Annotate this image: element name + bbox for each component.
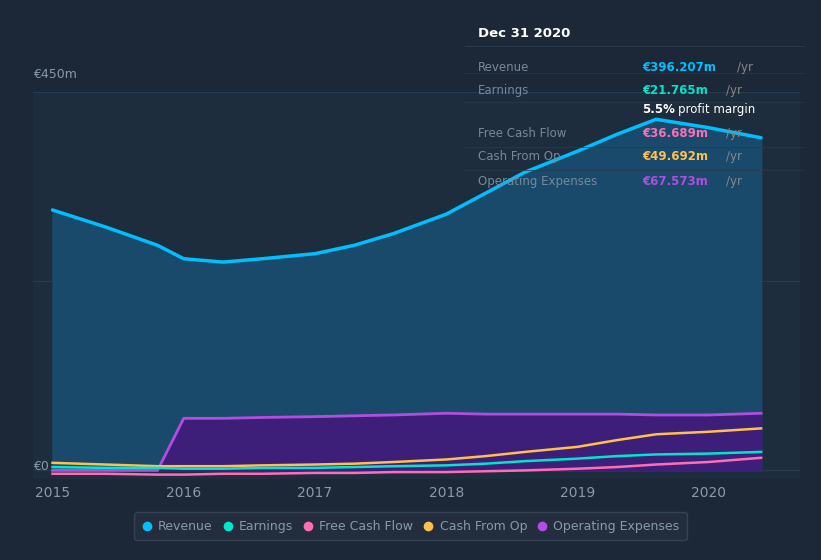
Text: Revenue: Revenue [479, 61, 530, 74]
Text: /yr: /yr [727, 150, 742, 164]
Text: €0: €0 [33, 460, 48, 473]
Text: €21.765m: €21.765m [642, 83, 708, 97]
Text: profit margin: profit margin [677, 102, 754, 116]
Text: /yr: /yr [727, 83, 742, 97]
Text: /yr: /yr [737, 61, 753, 74]
Legend: Revenue, Earnings, Free Cash Flow, Cash From Op, Operating Expenses: Revenue, Earnings, Free Cash Flow, Cash … [134, 512, 687, 540]
Text: /yr: /yr [727, 128, 742, 141]
Text: €36.689m: €36.689m [642, 128, 708, 141]
Text: 5.5%: 5.5% [642, 102, 675, 116]
Text: €450m: €450m [33, 68, 76, 81]
Text: Operating Expenses: Operating Expenses [479, 175, 598, 188]
Text: Dec 31 2020: Dec 31 2020 [479, 27, 571, 40]
Text: Earnings: Earnings [479, 83, 530, 97]
Text: €67.573m: €67.573m [642, 175, 708, 188]
Text: €49.692m: €49.692m [642, 150, 708, 164]
Text: /yr: /yr [727, 175, 742, 188]
Text: Cash From Op: Cash From Op [479, 150, 561, 164]
Text: €396.207m: €396.207m [642, 61, 716, 74]
Text: Free Cash Flow: Free Cash Flow [479, 128, 566, 141]
